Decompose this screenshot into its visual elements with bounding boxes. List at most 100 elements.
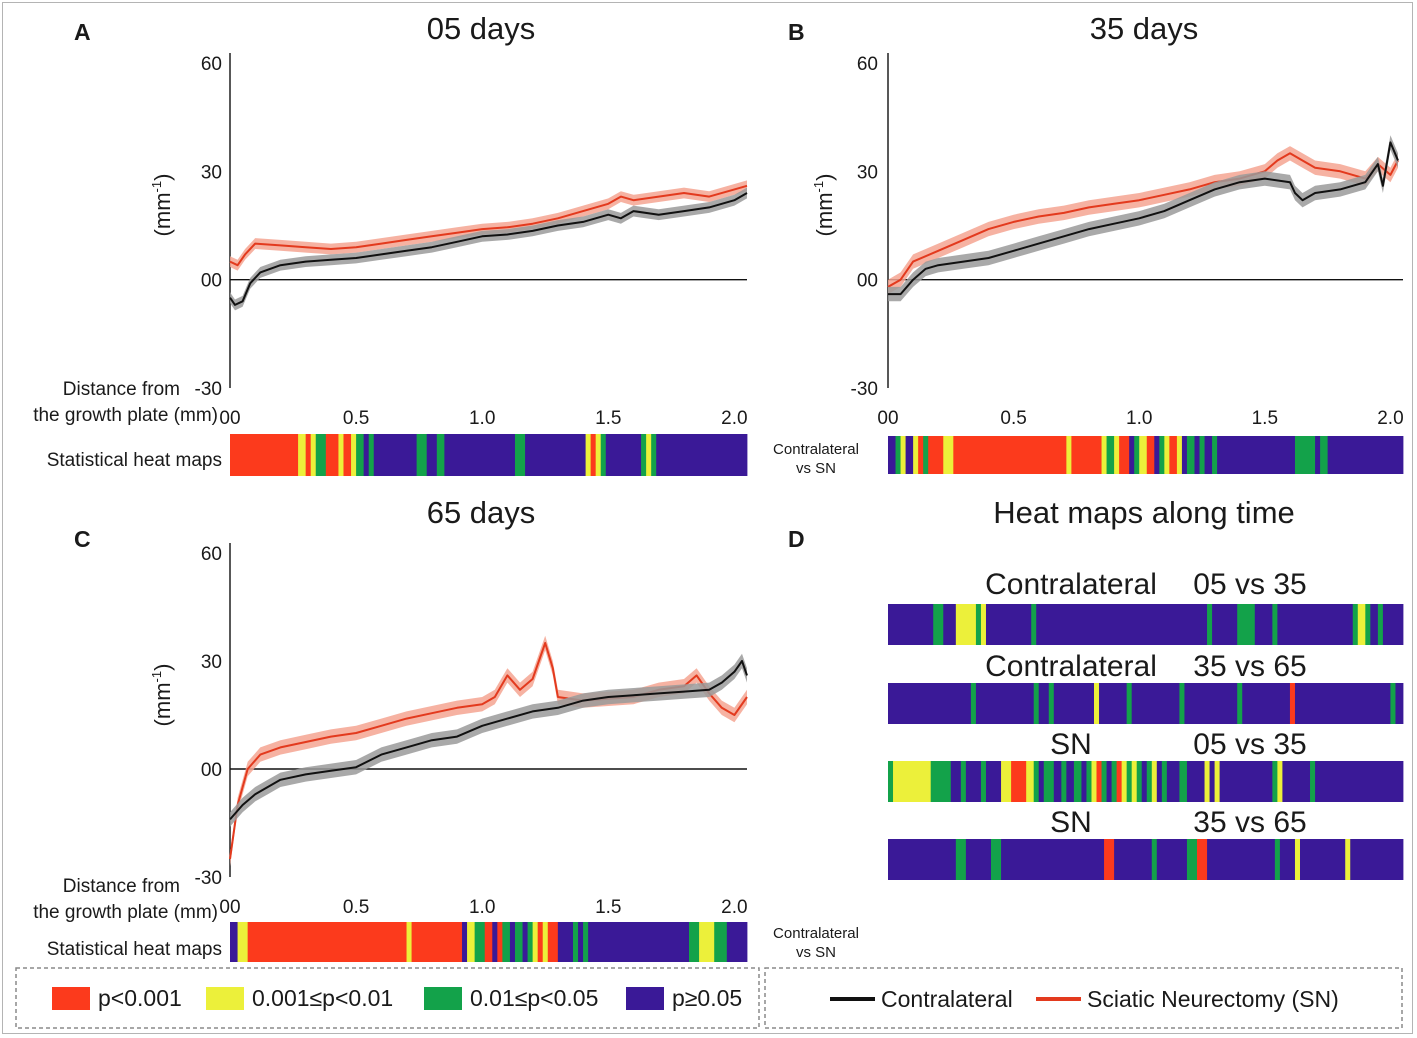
- panel-d-row-3-segment-26: [1121, 761, 1128, 802]
- panel-c-heatmap-segment-11: [502, 922, 511, 962]
- panel-d-row-3-segment-16: [1066, 761, 1075, 802]
- panel-d-row-3-segment-34: [1161, 761, 1168, 802]
- panel-a-heatmap-segment-25: [646, 434, 652, 476]
- panel-d-row-3-segment-12: [1038, 761, 1045, 802]
- panel-b-xtick-label: 1.5: [1252, 408, 1278, 429]
- panel-b-plot: 60 30 00 -30 00 0.5 1.0 1.5 2.0: [851, 53, 1404, 474]
- panel-d-row-1-segment-18: [1370, 604, 1379, 645]
- panel-c-heatmap: [230, 922, 748, 962]
- panel-b-heatmap: [888, 436, 1404, 474]
- panel-d-row-3-segment-39: [1209, 761, 1215, 802]
- panel-b-heatmap-segment-4: [913, 436, 919, 474]
- legend-label-p-low: 0.01≤p<0.05: [470, 985, 598, 1011]
- panel-c-heatmap-segment-10: [497, 922, 503, 962]
- panel-d-row-4-segment-6: [1114, 839, 1153, 880]
- panel-d-row-4-segment-2: [965, 839, 992, 880]
- panel-d-row-3-segment-25: [1116, 761, 1123, 802]
- panel-d-row-3-segment-2: [930, 761, 952, 802]
- panel-d-row-1-segment-13: [1272, 604, 1278, 645]
- panel-a-ylabel-sup: -1: [149, 181, 164, 193]
- panel-d-row-3-segment-28: [1131, 761, 1138, 802]
- panel-a-heatmap-segment-22: [600, 434, 607, 476]
- panel-c-heatmap-segment-28: [726, 922, 748, 962]
- panel-d-row2-group: Contralateral: [985, 650, 1157, 683]
- panel-d-row-2-segment-17: [1390, 683, 1396, 724]
- panel-d-row-3-segment-19: [1086, 761, 1092, 802]
- panel-d-row-4-segment-8: [1156, 839, 1188, 880]
- panel-a-ytick-label: 30: [201, 162, 222, 183]
- panel-d-title: Heat maps along time: [993, 495, 1295, 530]
- panel-c-heatmap-segment-3: [406, 922, 412, 962]
- panel-d-row-3-segment-30: [1141, 761, 1148, 802]
- panel-c-heatmap-segment-26: [699, 922, 715, 962]
- panel-b-heatmap-segment-18: [1139, 436, 1148, 474]
- panel-d-row-3-segment-1: [893, 761, 932, 802]
- panel-a-ytick-label: 60: [201, 54, 222, 75]
- panel-d-row-2: [888, 683, 1404, 724]
- panel-a-heatmap-segment-4: [315, 434, 327, 476]
- panel-b-heatmap-segment-16: [1129, 436, 1135, 474]
- panel-d-row-2-segment-11: [1179, 683, 1185, 724]
- panel-b-heatmap-segment-29: [1204, 436, 1213, 474]
- panel-a-line-contralateral: [229, 192, 748, 306]
- panel-d-row-3-segment-4: [960, 761, 967, 802]
- panel-a-heatmap: [230, 434, 748, 476]
- panel-c-heatmap-segment-2: [247, 922, 407, 962]
- panel-d-row-3-segment-14: [1053, 761, 1062, 802]
- panel-a-heatmap-segment-3: [310, 434, 317, 476]
- legend-swatch-nonsig: [626, 987, 664, 1010]
- panel-b-heatmap-segment-6: [923, 436, 929, 474]
- panel-b-xtick-label: 00: [877, 408, 898, 429]
- panel-d-row-3-segment-5: [965, 761, 982, 802]
- panel-d-row-4-segment-0: [888, 839, 957, 880]
- panel-b-heatmap-segment-19: [1146, 436, 1155, 474]
- panel-c-ytick-label: 00: [201, 760, 222, 781]
- panel-c-heatmap-segment-9: [492, 922, 498, 962]
- panel-a-heatmap-segment-27: [656, 434, 748, 476]
- panel-c-heatmap-segment-21: [572, 922, 579, 962]
- panel-c-ytick-label: -30: [195, 868, 222, 889]
- chart-marks: 60 30 00 -30 00 0.5 1.0 1.5 2.0 60 30 00 -30 00 0.5 1.0…: [195, 53, 1404, 962]
- panel-d-row-3-segment-36: [1179, 761, 1188, 802]
- panel-label-a: A: [74, 19, 91, 45]
- panel-d-row-3-segment-38: [1204, 761, 1210, 802]
- legend-swatch-p-high: [52, 987, 90, 1010]
- panel-d-row-3-segment-13: [1043, 761, 1055, 802]
- panel-d-row-3-segment-7: [985, 761, 1002, 802]
- panel-a-heatmap-segment-14: [426, 434, 438, 476]
- panel-d-row-3-segment-44: [1282, 761, 1311, 802]
- panel-b-heatmap-segment-12: [1101, 436, 1107, 474]
- panel-b-heatmap-segment-21: [1159, 436, 1165, 474]
- panel-d: D Heat maps along time Contralateral 05 …: [788, 495, 1307, 839]
- panel-c-xtick-label: 0.5: [343, 897, 369, 918]
- panel-a-heatmap-segment-10: [363, 434, 370, 476]
- panel-a-heatmap-segment-8: [351, 434, 357, 476]
- panel-d-row-3-segment-31: [1146, 761, 1153, 802]
- panel-d-row-3-segment-22: [1101, 761, 1107, 802]
- panel-a-xlabel-line2: the growth plate (mm): [33, 405, 218, 426]
- panel-b-xtick-label: 2.0: [1377, 408, 1403, 429]
- panel-d-row2-compare: 35 vs 65: [1193, 650, 1306, 683]
- panel-d-row-3-segment-43: [1277, 761, 1283, 802]
- panel-c-ytick-label: 30: [201, 652, 222, 673]
- panel-c-heatmap-segment-16: [532, 922, 539, 962]
- panel-d-row3-compare: 05 vs 35: [1193, 728, 1306, 761]
- panel-a-heatmap-segment-5: [325, 434, 339, 476]
- panel-d-row-3-segment-9: [1011, 761, 1027, 802]
- panel-b-heatmap-segment-3: [905, 436, 914, 474]
- legend-label-nonsig: p≥0.05: [672, 985, 742, 1011]
- panel-b-heatmap-segment-0: [888, 436, 896, 474]
- panel-c-heatmap-segment-20: [557, 922, 574, 962]
- panel-c-heatmap-segment-27: [714, 922, 728, 962]
- legend-label-p-high: p<0.001: [98, 985, 182, 1011]
- panel-d-row-3-segment-41: [1219, 761, 1273, 802]
- panel-b-title: 35 days: [1090, 11, 1199, 46]
- panel-d-row-2-segment-12: [1184, 683, 1238, 724]
- panel-d-row-1-segment-3: [955, 604, 977, 645]
- panel-b-ylabel-sup: -1: [811, 181, 826, 193]
- panel-c-xtick-label: 2.0: [721, 897, 747, 918]
- panel-d-row-3-segment-8: [1001, 761, 1012, 802]
- panel-b-heatmap-segment-14: [1114, 436, 1120, 474]
- panel-b-heatmap-segment-17: [1134, 436, 1140, 474]
